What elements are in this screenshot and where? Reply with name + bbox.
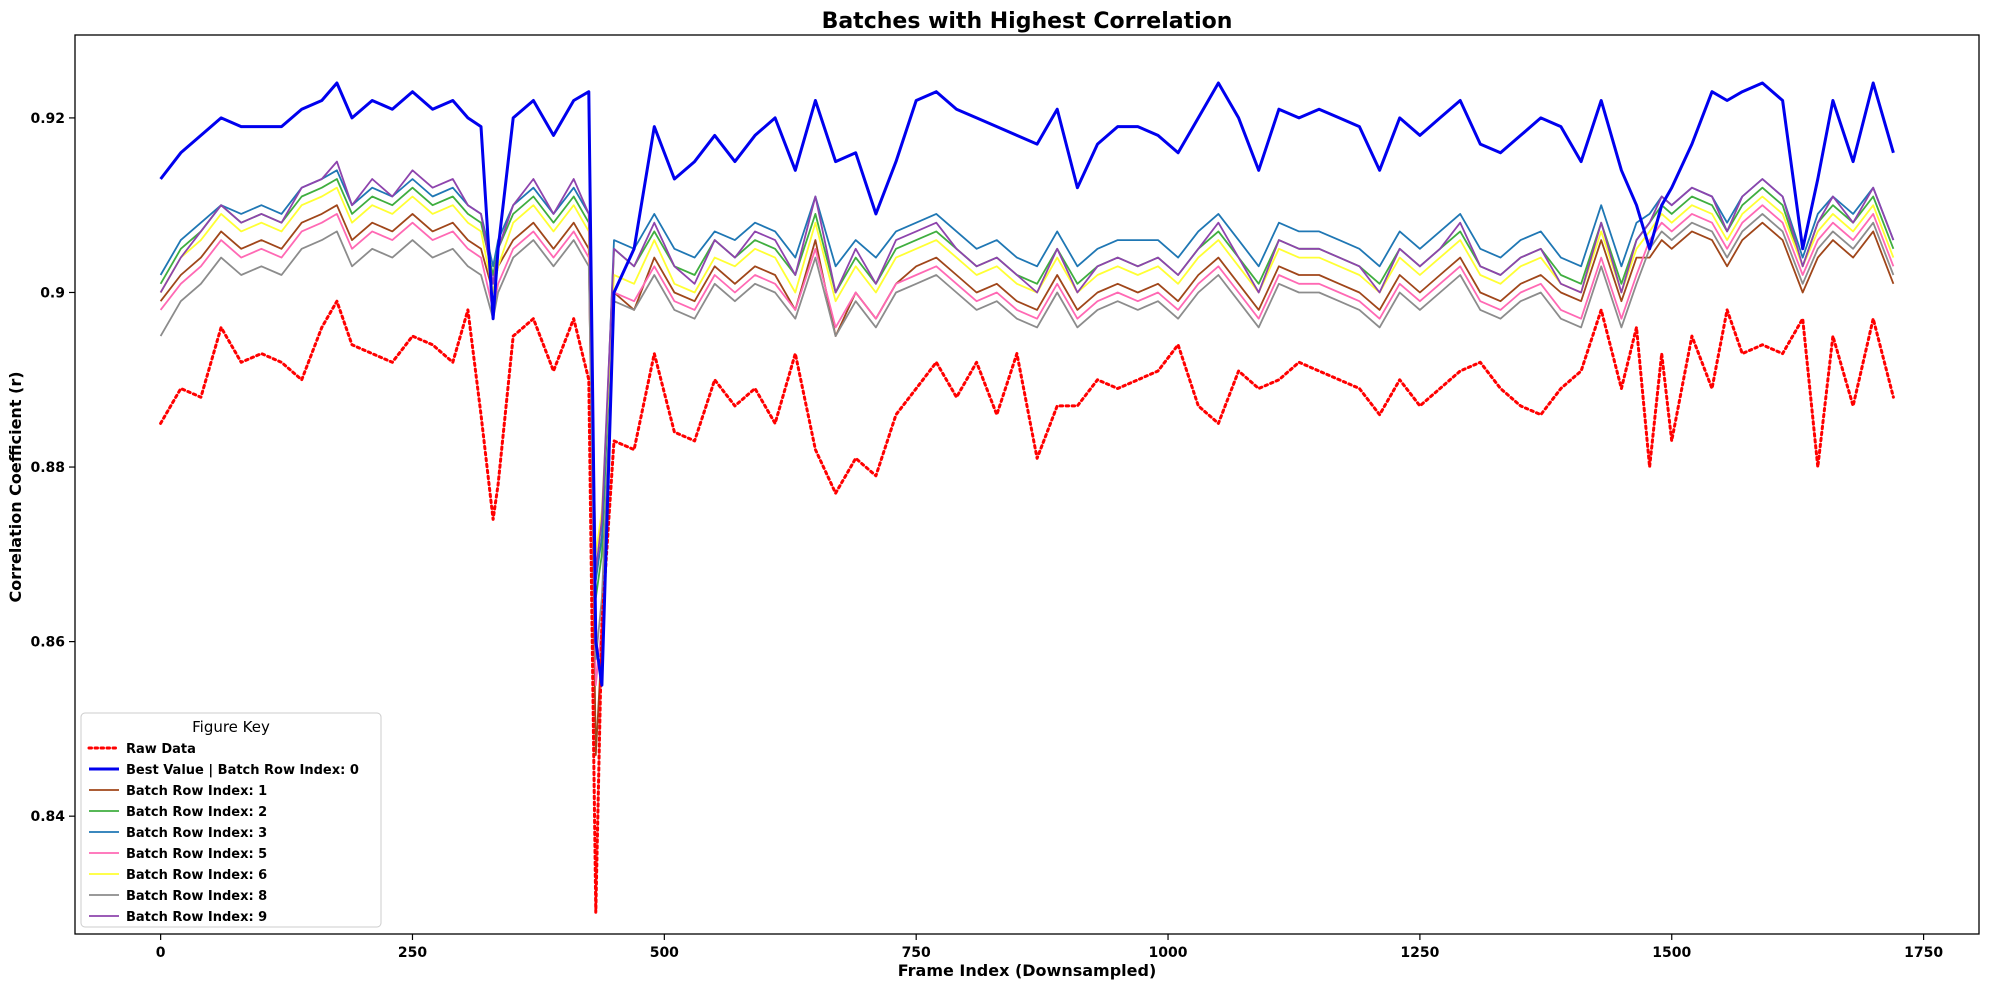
y-tick-label: 0.86 [30, 635, 65, 651]
x-tick-label: 1750 [1904, 945, 1943, 961]
legend-box [80, 712, 382, 928]
y-tick-label: 0.9 [40, 285, 65, 301]
legend-label: Batch Row Index: 9 [126, 910, 267, 925]
series-line-batch-row-index-8 [159, 212, 1895, 660]
legend-label: Best Value | Batch Row Index: 0 [126, 763, 359, 778]
series-line-best-value-batch-row-index-0 [159, 81, 1895, 687]
series-line-batch-row-index-5 [159, 204, 1895, 687]
legend-label: Batch Row Index: 5 [126, 847, 267, 862]
x-tick-label: 1000 [1149, 945, 1188, 961]
legend-label: Batch Row Index: 3 [126, 826, 267, 841]
legend-label: Batch Row Index: 8 [126, 889, 267, 904]
x-tick-label: 0 [156, 945, 166, 961]
x-axis-label: Frame Index (Downsampled) [898, 961, 1157, 980]
y-axis-label: Correlation Coefficient (r) [6, 371, 25, 602]
y-tick-label: 0.92 [30, 111, 65, 127]
legend-label: Raw Data [126, 742, 196, 757]
legend-label: Batch Row Index: 2 [126, 805, 267, 820]
legend-items: Raw Data Best Value | Batch Row Index: 0 B… [87, 742, 359, 925]
series-line-batch-row-index-9 [159, 160, 1895, 573]
chart-title: Batches with Highest Correlation [822, 9, 1233, 34]
x-tick-label: 750 [902, 945, 931, 961]
series-line-batch-row-index-6 [159, 186, 1895, 556]
x-axis: 0 250 500 750 1000 1250 1500 1750 [156, 934, 1943, 961]
legend-label: Batch Row Index: 1 [126, 784, 267, 799]
legend-label: Batch Row Index: 6 [126, 868, 267, 883]
y-axis: 0.84 0.86 0.88 0.9 0.92 [30, 111, 75, 825]
series-line-batch-row-index-1 [159, 204, 1895, 756]
x-tick-label: 250 [398, 945, 427, 961]
x-tick-label: 1250 [1400, 945, 1439, 961]
x-tick-label: 500 [650, 945, 679, 961]
series-line-raw-data [159, 299, 1895, 914]
y-tick-label: 0.88 [30, 460, 65, 476]
legend: Figure Key Raw Data Best Value | Batch Ro… [80, 712, 382, 928]
y-tick-label: 0.84 [30, 809, 65, 825]
x-tick-label: 1500 [1652, 945, 1691, 961]
series-layer [159, 81, 1895, 914]
series-line-batch-row-index-3 [159, 169, 1895, 582]
legend-title: Figure Key [192, 718, 270, 736]
plot-frame [74, 34, 1980, 935]
